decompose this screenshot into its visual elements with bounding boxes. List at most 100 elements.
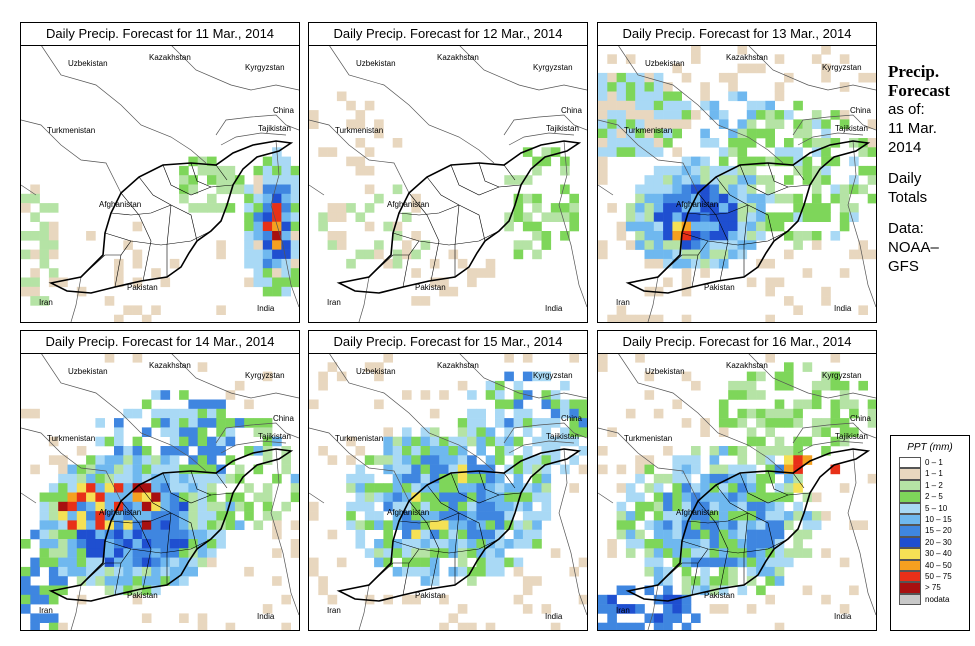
precip-cell	[151, 408, 161, 419]
precip-cell	[244, 221, 254, 232]
precip-cell	[811, 193, 822, 204]
precip-cell	[746, 100, 757, 111]
precip-cell	[309, 119, 319, 129]
province-border	[767, 470, 789, 496]
precip-cell	[309, 511, 319, 521]
precip-cell	[681, 455, 692, 465]
legend-item: 40 – 50	[891, 559, 969, 571]
precip-cell	[262, 184, 273, 195]
precip-cell	[672, 147, 682, 157]
precip-cell	[151, 539, 161, 549]
country-border	[358, 584, 370, 630]
precip-cell	[513, 418, 524, 428]
precip-cell	[849, 184, 859, 195]
precip-cell	[774, 622, 785, 630]
precip-cell	[439, 520, 449, 530]
precip-cell	[569, 436, 579, 447]
precip-cell	[774, 399, 785, 410]
precip-cell	[728, 520, 738, 530]
precip-cell	[672, 91, 682, 102]
precip-cell	[21, 408, 31, 419]
legend-label: 10 – 15	[925, 514, 952, 524]
country-label: Afghanistan	[99, 200, 141, 209]
precip-cell	[784, 446, 794, 456]
precip-cell	[67, 492, 78, 503]
precip-cell	[625, 54, 636, 64]
precip-cell	[448, 249, 459, 260]
legend-swatch	[899, 525, 921, 537]
precip-cell	[58, 483, 68, 493]
precip-cell	[476, 408, 486, 419]
precip-cell	[709, 576, 720, 586]
precip-cell	[151, 390, 161, 400]
precip-cell	[262, 277, 273, 288]
precip-cell	[355, 156, 366, 167]
precip-cell	[364, 203, 375, 213]
precip-cell	[821, 203, 831, 213]
precip-cell	[811, 520, 822, 530]
precip-cell	[598, 91, 608, 102]
precip-cell	[495, 446, 505, 456]
precip-cell	[598, 353, 608, 363]
afghanistan-outline	[336, 140, 582, 294]
precip-cell	[48, 492, 59, 503]
precip-cell	[867, 175, 876, 185]
precip-cell	[457, 557, 468, 568]
precip-cell	[653, 529, 664, 540]
precip-cell	[728, 501, 738, 512]
precip-cell	[728, 147, 738, 157]
precip-cell	[504, 483, 514, 493]
country-border	[309, 184, 325, 196]
precip-cell	[653, 249, 664, 260]
precip-cell	[485, 511, 496, 521]
precip-cell	[765, 119, 775, 129]
precip-cell	[48, 483, 59, 493]
precip-cell	[784, 418, 794, 428]
precip-cell	[578, 557, 587, 568]
precip-cell	[169, 557, 180, 568]
precip-cell	[513, 436, 524, 447]
precip-cell	[663, 100, 673, 111]
legend-label: 20 – 30	[925, 537, 952, 547]
precip-cell	[123, 585, 133, 596]
precip-cell	[457, 548, 468, 558]
precip-cell	[123, 566, 133, 577]
precip-cell	[541, 371, 552, 382]
precip-cell	[522, 408, 533, 419]
precip-cell	[336, 203, 347, 213]
precip-cell	[541, 604, 552, 614]
precip-cell	[457, 473, 468, 484]
precip-cell	[123, 511, 133, 521]
precip-cell	[420, 548, 431, 558]
precip-cell	[411, 511, 421, 521]
precip-cell	[402, 249, 412, 260]
precip-cell	[663, 240, 673, 250]
precip-cell	[141, 314, 152, 322]
precip-cell	[709, 557, 720, 568]
precip-cell	[616, 138, 627, 148]
precip-cell	[858, 380, 868, 391]
precip-cell	[513, 492, 524, 503]
precip-cell	[327, 203, 338, 213]
precip-cell	[625, 72, 636, 83]
country-label: Iran	[39, 606, 53, 615]
precip-cell	[495, 399, 505, 410]
precip-cell	[513, 520, 524, 530]
precip-cell	[663, 277, 673, 288]
precip-cell	[39, 221, 50, 232]
precip-cell	[616, 128, 627, 139]
precip-cell	[420, 566, 431, 577]
precip-cell	[281, 184, 291, 195]
precip-cell	[67, 520, 78, 530]
precip-cell	[607, 128, 617, 139]
precip-cell	[355, 464, 366, 475]
precip-cell	[355, 212, 366, 222]
precip-cell	[839, 380, 850, 391]
precip-cell	[420, 464, 431, 475]
precip-cell	[821, 128, 831, 139]
precip-cell	[765, 520, 775, 530]
precip-cell	[104, 557, 115, 568]
precip-cell	[346, 501, 356, 512]
precip-cell	[746, 63, 757, 74]
province-border	[408, 192, 440, 282]
